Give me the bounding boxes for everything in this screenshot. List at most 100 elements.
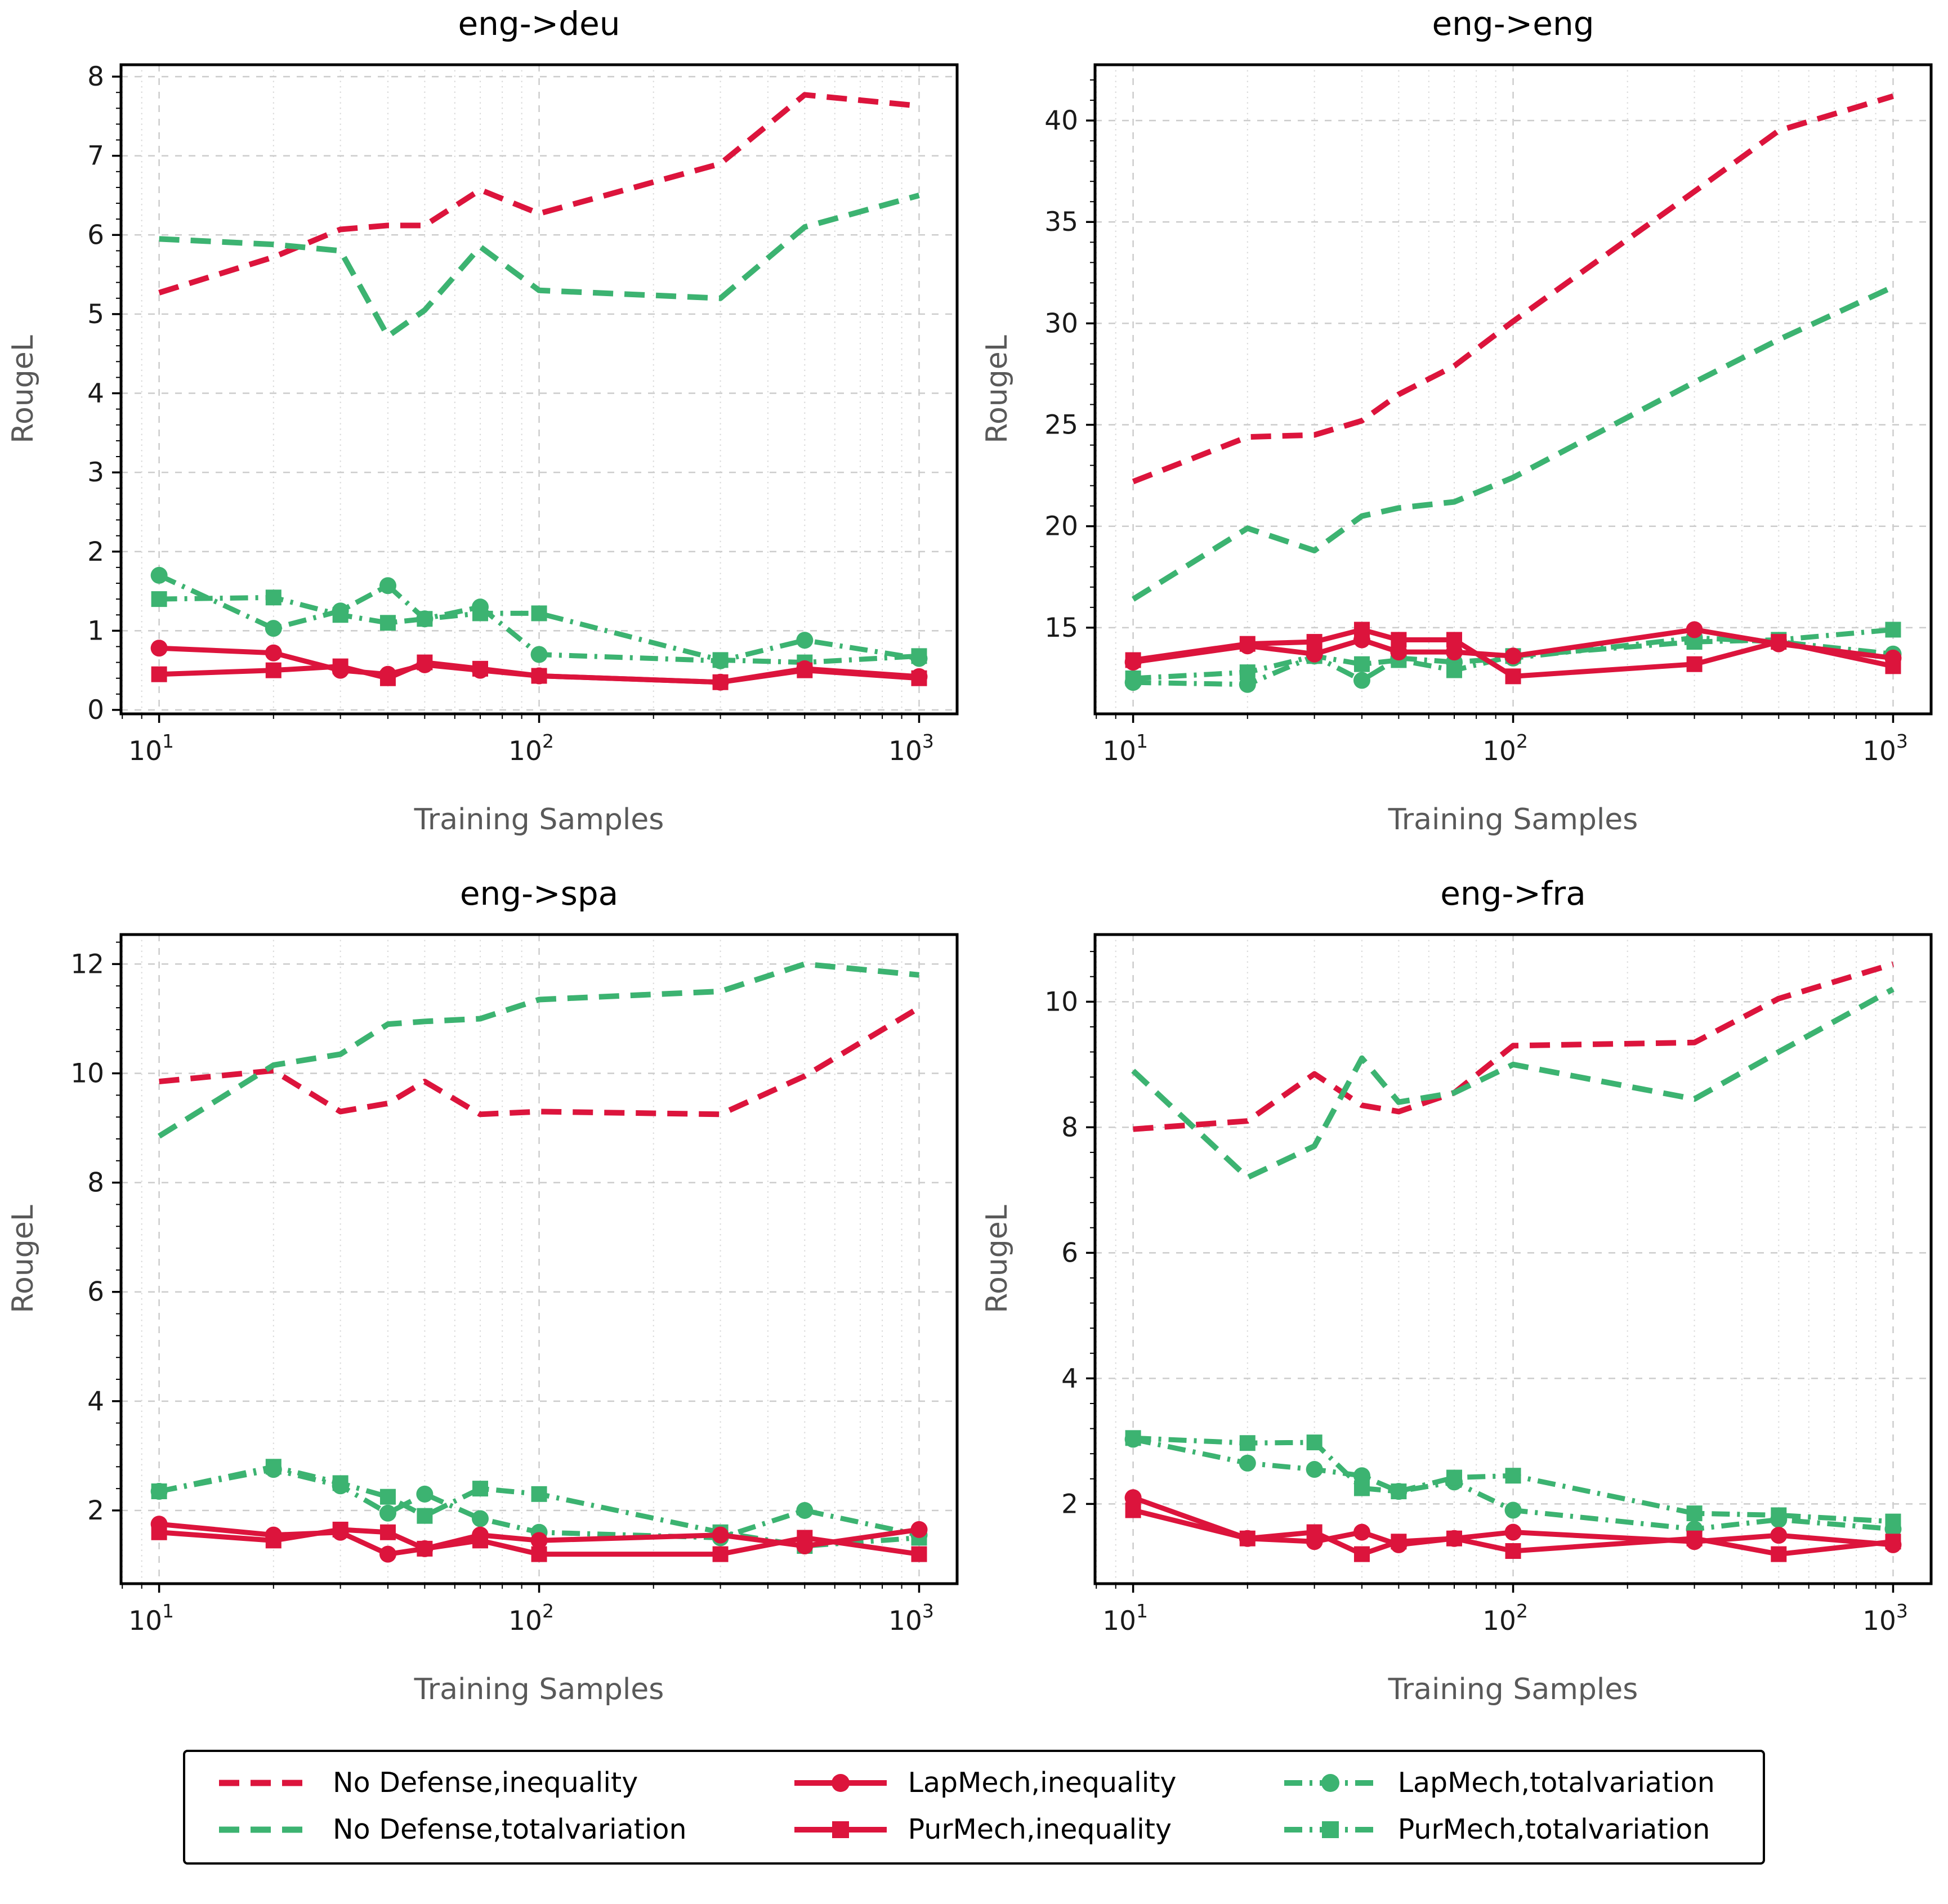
svg-text:4: 4 [87, 1386, 104, 1417]
series-no-defense-inequality [159, 1005, 921, 1118]
markers-purmech-totalvariation [1125, 1430, 1901, 1530]
legend-item-no-defense-inequality: No Defense,inequality [217, 1769, 708, 1796]
chart-title: eng->spa [460, 874, 618, 913]
y-axis-label: RougeL [980, 335, 1014, 444]
series-no-defense-totalvariation [1131, 986, 1895, 1181]
svg-text:103: 103 [888, 1600, 934, 1637]
svg-text:10: 10 [70, 1058, 104, 1089]
major-gridlines [121, 65, 957, 714]
solid-square-line-sample-icon [794, 1821, 887, 1838]
legend-item-no-defense-totalvariation: No Defense,totalvariation [217, 1816, 708, 1843]
svg-text:20: 20 [1044, 511, 1078, 542]
major-gridlines [1095, 65, 1931, 714]
markers-purmech-inequality [1125, 1502, 1901, 1562]
y-axis-label: RougeL [980, 1205, 1014, 1313]
x-axis-label: Training Samples [414, 1673, 664, 1706]
svg-text:8: 8 [87, 61, 104, 92]
markers-purmech-inequality [151, 654, 927, 690]
legend-item-purmech-totalvariation: PurMech,totalvariation [1282, 1816, 1736, 1843]
legend-label: PurMech,totalvariation [1397, 1813, 1710, 1845]
x-axis-label: Training Samples [1388, 803, 1638, 837]
svg-text:35: 35 [1044, 207, 1078, 238]
svg-text:101: 101 [1102, 1600, 1148, 1637]
series-purmech-totalvariation [1133, 1435, 1893, 1525]
svg-text:7: 7 [87, 141, 104, 172]
x-minor-gridlines [122, 65, 902, 719]
dashed-line-sample-icon [219, 1780, 311, 1786]
series-purmech-inequality [159, 1527, 920, 1557]
svg-text:25: 25 [1044, 410, 1078, 441]
x-axis-ticks: 101 102 103 [128, 1584, 934, 1637]
svg-text:12: 12 [70, 949, 104, 980]
series-purmech-inequality [1132, 627, 1894, 679]
svg-text:0: 0 [87, 695, 104, 726]
svg-text:6: 6 [1061, 1237, 1078, 1268]
legend-item-purmech-inequality: PurMech,inequality [792, 1816, 1198, 1843]
charts-grid: 0 1 2 3 4 5 6 7 8 101 102 103 eng->deu Training Sampl… [0, 0, 1948, 1740]
svg-text:1: 1 [87, 615, 104, 646]
svg-text:102: 102 [1482, 730, 1528, 767]
y-axis-ticks: 15 20 25 30 35 40 [1044, 79, 1095, 643]
chart-title: eng->deu [458, 5, 620, 43]
svg-text:30: 30 [1044, 308, 1078, 339]
series-lapmech-totalvariation [158, 573, 920, 664]
svg-text:101: 101 [128, 1600, 174, 1637]
series-no-defense-totalvariation [159, 193, 920, 339]
series-lapmech-totalvariation [1132, 1437, 1893, 1532]
series-purmech-totalvariation [1133, 627, 1893, 681]
series-purmech-totalvariation [159, 595, 919, 665]
chart-eng-eng: 15 20 25 30 35 40 101 102 103 eng->eng Training Sa… [974, 0, 1948, 870]
series-no-defense-totalvariation [1131, 284, 1895, 602]
series-no-defense-inequality [1132, 93, 1894, 485]
svg-text:2: 2 [1061, 1489, 1078, 1519]
svg-text:103: 103 [1862, 1600, 1908, 1637]
legend: No Defense,inequality No Defense,totalva… [183, 1750, 1765, 1865]
svg-text:101: 101 [1102, 730, 1148, 767]
y-axis-ticks: 2 4 6 8 10 12 [70, 941, 121, 1526]
x-minor-gridlines [1096, 65, 1876, 719]
series-no-defense-totalvariation [157, 961, 919, 1139]
legend-item-lapmech-inequality: LapMech,inequality [792, 1769, 1198, 1796]
legend-item-lapmech-totalvariation: LapMech,totalvariation [1282, 1769, 1736, 1796]
series-no-defense-inequality [1133, 961, 1894, 1132]
dashdot-circle-line-sample-icon [1284, 1773, 1377, 1792]
y-axis-label: RougeL [6, 1205, 40, 1313]
series-no-defense-inequality [158, 92, 919, 296]
markers-purmech-inequality [151, 1521, 927, 1562]
svg-text:5: 5 [87, 299, 104, 330]
svg-text:4: 4 [87, 378, 104, 409]
svg-text:10: 10 [1044, 986, 1078, 1017]
y-axis-ticks: 2 4 6 8 10 [1044, 951, 1095, 1519]
solid-circle-line-sample-icon [794, 1773, 887, 1792]
svg-text:102: 102 [508, 730, 554, 767]
x-axis-ticks: 101 102 103 [128, 714, 934, 767]
dashed-line-sample-icon [219, 1826, 311, 1833]
svg-text:3: 3 [87, 457, 104, 488]
legend-label: LapMech,inequality [908, 1767, 1177, 1799]
svg-text:2: 2 [87, 537, 104, 567]
dashdot-square-line-sample-icon [1284, 1821, 1377, 1838]
plot-eng-deu: 0 1 2 3 4 5 6 7 8 101 102 1 0 3 eng->deu Training Sampl… [0, 0, 974, 870]
chart-title: eng->eng [1432, 5, 1594, 43]
legend-label: PurMech,inequality [908, 1813, 1172, 1845]
x-axis-ticks: 101 102 103 [1102, 1584, 1908, 1637]
svg-text:2: 2 [87, 1495, 104, 1526]
svg-text:6: 6 [87, 220, 104, 251]
svg-text:15: 15 [1044, 613, 1078, 643]
svg-text:8: 8 [87, 1168, 104, 1199]
series-purmech-inequality [1132, 1508, 1893, 1557]
svg-text:8: 8 [1061, 1112, 1078, 1143]
svg-text:6: 6 [87, 1277, 104, 1308]
legend-label: No Defense,totalvariation [333, 1813, 687, 1845]
legend-label: No Defense,inequality [333, 1767, 638, 1799]
y-axis-ticks: 0 1 2 3 4 5 6 7 8 [87, 61, 121, 726]
chart-title: eng->fra [1440, 874, 1586, 913]
svg-text:101: 101 [128, 730, 174, 767]
x-axis-label: Training Samples [414, 803, 664, 837]
chart-eng-spa: 2 4 6 8 10 12 101 102 103 eng->spa Training Sample… [0, 870, 974, 1740]
svg-text:103: 103 [1862, 730, 1908, 767]
y-axis-label: RougeL [6, 335, 40, 444]
series-lapmech-inequality [1132, 627, 1894, 665]
svg-text:40: 40 [1044, 105, 1078, 136]
series-lapmech-totalvariation [1133, 635, 1893, 687]
